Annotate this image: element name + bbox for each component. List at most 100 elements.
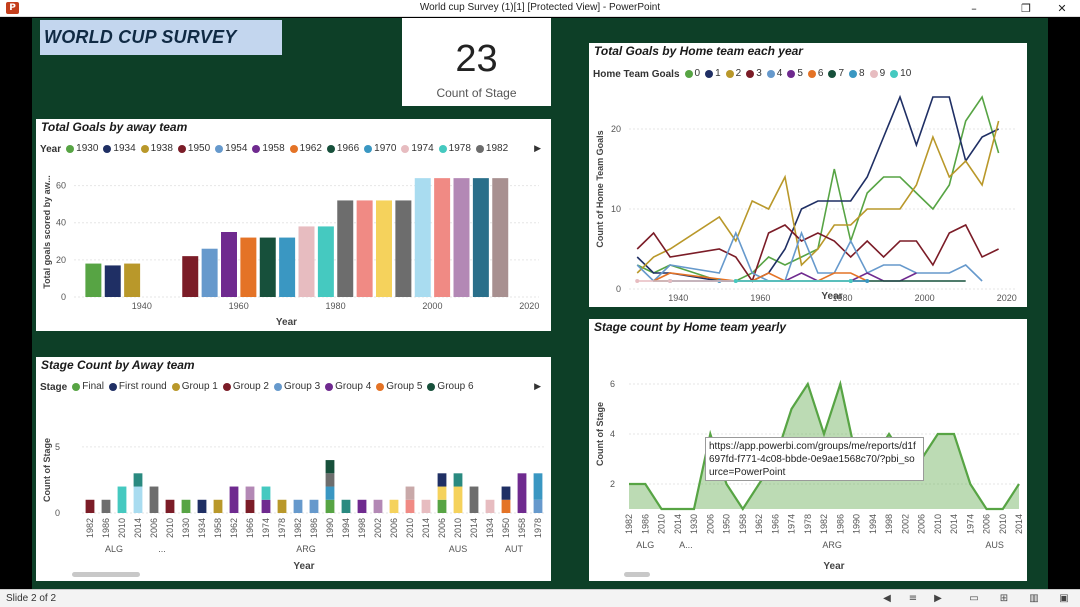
stage-away-panel[interactable]: Stage Count by Away team Stage Final Firs… xyxy=(36,357,551,581)
x-tick-label: 1940 xyxy=(668,293,688,303)
legend-item[interactable]: 2 xyxy=(725,68,741,79)
legend-item[interactable]: 1938 xyxy=(140,143,173,154)
powerpoint-app-icon[interactable]: P xyxy=(6,2,19,14)
notes-icon[interactable]: ≡ xyxy=(908,593,918,604)
reading-view-icon[interactable]: ▥ xyxy=(1029,593,1039,604)
x-tick-label: 1974 xyxy=(965,514,975,534)
y-tick-label: 4 xyxy=(610,429,615,439)
legend-item[interactable]: 3 xyxy=(746,68,762,79)
x-tick-label: 2002 xyxy=(373,518,383,538)
x-tick-label: 1958 xyxy=(213,518,223,538)
x-tick-label: 1962 xyxy=(754,514,764,534)
x-tick-label: 1982 xyxy=(293,518,303,538)
legend-item[interactable]: Group 6 xyxy=(427,381,474,392)
next-icon[interactable]: ▶ xyxy=(934,593,942,604)
series-line xyxy=(636,120,1000,274)
slide-number: Slide 2 of 2 xyxy=(6,593,57,604)
bar-segment xyxy=(293,499,303,513)
legend-title: Home Team Goals xyxy=(593,68,680,80)
stage-away-legend: Stage Final First round Group 1 Group 2 Grou… xyxy=(40,381,479,394)
y-tick-label: 6 xyxy=(610,379,615,389)
legend-item[interactable]: 1930 xyxy=(66,143,98,154)
legend-dot-icon xyxy=(171,382,180,391)
bar-segment xyxy=(405,499,415,513)
legend-item[interactable]: 5 xyxy=(787,68,803,79)
legend-item[interactable]: 1 xyxy=(705,68,721,79)
legend-item[interactable]: Final xyxy=(72,381,104,392)
legend-dot-icon xyxy=(438,144,447,153)
legend-title: Stage xyxy=(40,381,68,393)
away-goals-panel[interactable]: Total Goals by away team Year 1930 1934 19… xyxy=(36,119,551,331)
legend-item[interactable]: Group 3 xyxy=(274,381,320,392)
slideshow-icon[interactable]: ▣ xyxy=(1059,593,1069,604)
x-axis-label: Year xyxy=(293,561,314,572)
legend-item[interactable]: 10 xyxy=(890,68,911,79)
home-goals-legend: Home Team Goals 0 1 2 3 4 5 6 7 8 9 10 xyxy=(593,68,916,81)
legend-item[interactable]: 1982 xyxy=(475,143,508,154)
window-titlebar: P World cup Survey (1)[1] [Protected Vie… xyxy=(0,0,1080,17)
legend-item[interactable]: 1970 xyxy=(364,143,396,154)
legend-item[interactable]: 1950 xyxy=(177,143,210,154)
legend-item[interactable]: 0 xyxy=(684,68,700,79)
legend-dot-icon xyxy=(108,382,117,391)
bar-segment xyxy=(501,486,511,500)
legend-item[interactable]: Group 5 xyxy=(376,381,422,392)
close-button[interactable]: ✕ xyxy=(1057,2,1067,15)
x-tick-label: 1958 xyxy=(517,518,527,538)
legend-dot-icon xyxy=(849,69,858,78)
legend-item[interactable]: Group 4 xyxy=(325,381,371,392)
y-tick-label: 5 xyxy=(55,442,60,452)
x-tick-label: 1978 xyxy=(277,518,287,538)
legend-item[interactable]: First round xyxy=(108,381,167,392)
legend-next-arrow-icon[interactable]: ▶ xyxy=(534,381,541,391)
stage-home-scrollbar[interactable] xyxy=(624,572,650,577)
legend-item[interactable]: 7 xyxy=(828,68,844,79)
bar-segment xyxy=(501,499,511,513)
normal-view-icon[interactable]: ▭ xyxy=(969,593,979,604)
legend-dot-icon xyxy=(705,69,714,78)
legend-item[interactable]: 1962 xyxy=(289,143,322,154)
bar-segment xyxy=(341,499,351,513)
bar xyxy=(279,237,296,297)
x-tick-label: 1950 xyxy=(722,514,732,534)
y-tick-label: 0 xyxy=(61,292,66,302)
x-tick-label: 1934 xyxy=(485,518,495,538)
x-tick-label: 2010 xyxy=(165,518,175,538)
legend-item[interactable]: Group 1 xyxy=(171,381,218,392)
stage-away-scrollbar[interactable] xyxy=(72,572,140,577)
prev-icon[interactable]: ◀ xyxy=(883,593,891,604)
legend-item[interactable]: 8 xyxy=(849,68,865,79)
legend-next-arrow-icon[interactable]: ▶ xyxy=(534,143,541,153)
kpi-value: 23 xyxy=(455,38,498,80)
legend-item[interactable]: 1954 xyxy=(215,143,247,154)
x-tick-label: 2014 xyxy=(133,518,143,538)
bar-segment xyxy=(437,473,447,487)
x-tick-label: 2014 xyxy=(673,514,683,534)
legend-item[interactable]: 1934 xyxy=(103,143,136,154)
bar-segment xyxy=(485,499,495,513)
bar xyxy=(472,178,489,297)
x-tick-label: 1978 xyxy=(803,514,813,534)
bar-segment xyxy=(245,486,255,500)
legend-label: Group 6 xyxy=(437,381,474,392)
legend-item[interactable]: 1978 xyxy=(438,143,471,154)
x-tick-label: 2006 xyxy=(917,514,927,534)
legend-item[interactable]: 6 xyxy=(807,68,823,79)
bar-segment xyxy=(469,486,479,513)
legend-item[interactable]: 1958 xyxy=(252,143,285,154)
legend-item[interactable]: 1966 xyxy=(326,143,359,154)
legend-dot-icon xyxy=(869,69,878,78)
minimize-button[interactable]: – xyxy=(971,2,977,15)
legend-label: 5 xyxy=(797,68,803,79)
bar-segment xyxy=(85,499,95,513)
legend-item[interactable]: 1974 xyxy=(401,143,434,154)
restore-button[interactable]: ❐ xyxy=(1021,2,1031,15)
legend-item[interactable]: Group 2 xyxy=(222,381,269,392)
home-goals-panel[interactable]: Total Goals by Home team each year Home … xyxy=(589,43,1027,307)
slide-sorter-icon[interactable]: ⊞ xyxy=(999,593,1009,604)
kpi-card[interactable]: 23 Count of Stage xyxy=(402,18,551,106)
legend-item[interactable]: 4 xyxy=(766,68,782,79)
bar xyxy=(453,178,470,297)
bar-segment xyxy=(245,499,255,513)
legend-item[interactable]: 9 xyxy=(869,68,885,79)
